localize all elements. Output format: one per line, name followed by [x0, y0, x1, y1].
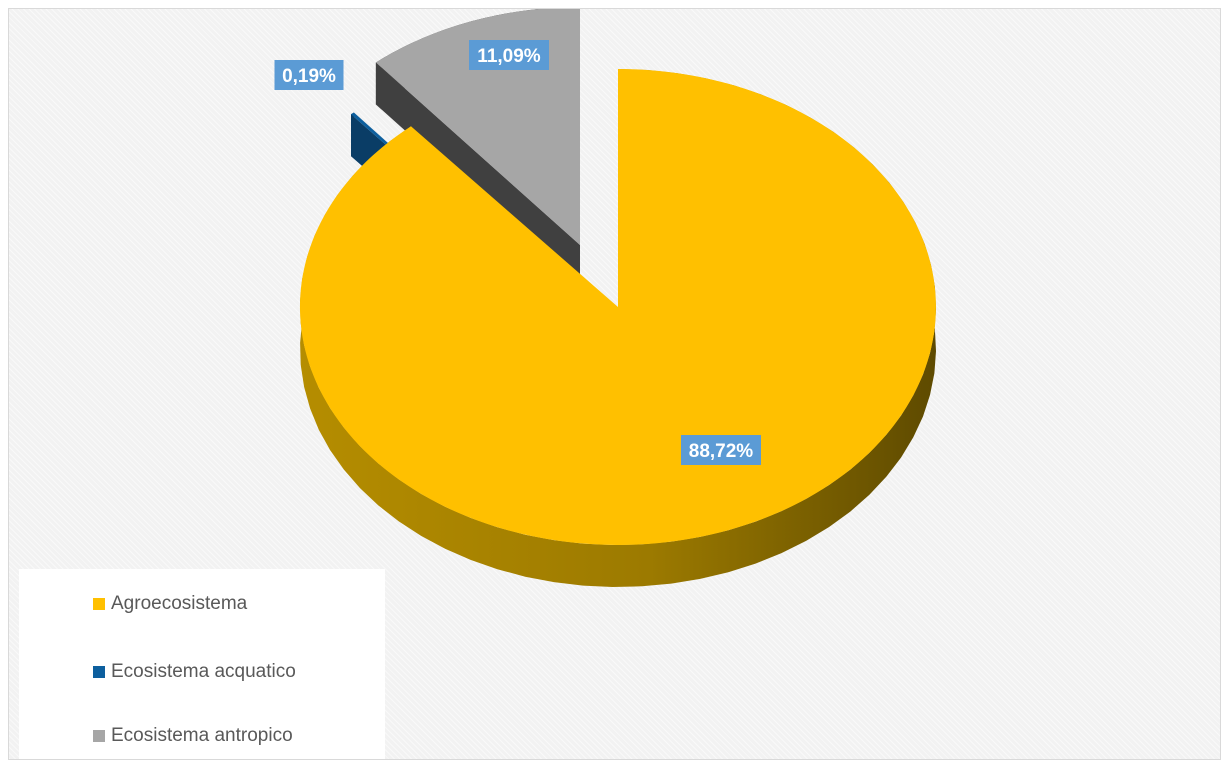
data-label-text-ecosistema-acquatico: 0,19% — [282, 66, 336, 87]
legend-item-ecosistema-antropico: Ecosistema antropico — [93, 725, 293, 747]
data-label-text-agroecosistema: 88,72% — [689, 441, 754, 462]
legend-label-ecosistema-acquatico: Ecosistema acquatico — [111, 661, 296, 682]
pie-slice-agroecosistema — [299, 69, 936, 545]
data-label-ecosistema-acquatico: 0,19% — [274, 60, 344, 90]
legend-label-ecosistema-antropico: Ecosistema antropico — [111, 725, 293, 746]
legend-item-ecosistema-acquatico: Ecosistema acquatico — [93, 661, 296, 683]
legend-swatch-ecosistema-acquatico — [93, 666, 105, 678]
data-label-ecosistema-antropico: 11,09% — [469, 40, 549, 70]
data-label-agroecosistema: 88,72% — [681, 435, 761, 465]
data-label-text-ecosistema-antropico: 11,09% — [477, 46, 540, 67]
chart-area: 88,72% 0,19% 11,09% Agroecosistema Ecosist… — [8, 8, 1221, 760]
pie-chart: 88,72% 0,19% 11,09% — [274, 9, 937, 587]
legend-item-agroecosistema: Agroecosistema — [93, 593, 247, 615]
legend-swatch-ecosistema-antropico — [93, 730, 105, 742]
legend-label-agroecosistema: Agroecosistema — [111, 593, 248, 614]
legend-swatch-agroecosistema — [93, 598, 105, 610]
legend: Agroecosistema Ecosistema acquatico Ecos… — [19, 569, 385, 759]
